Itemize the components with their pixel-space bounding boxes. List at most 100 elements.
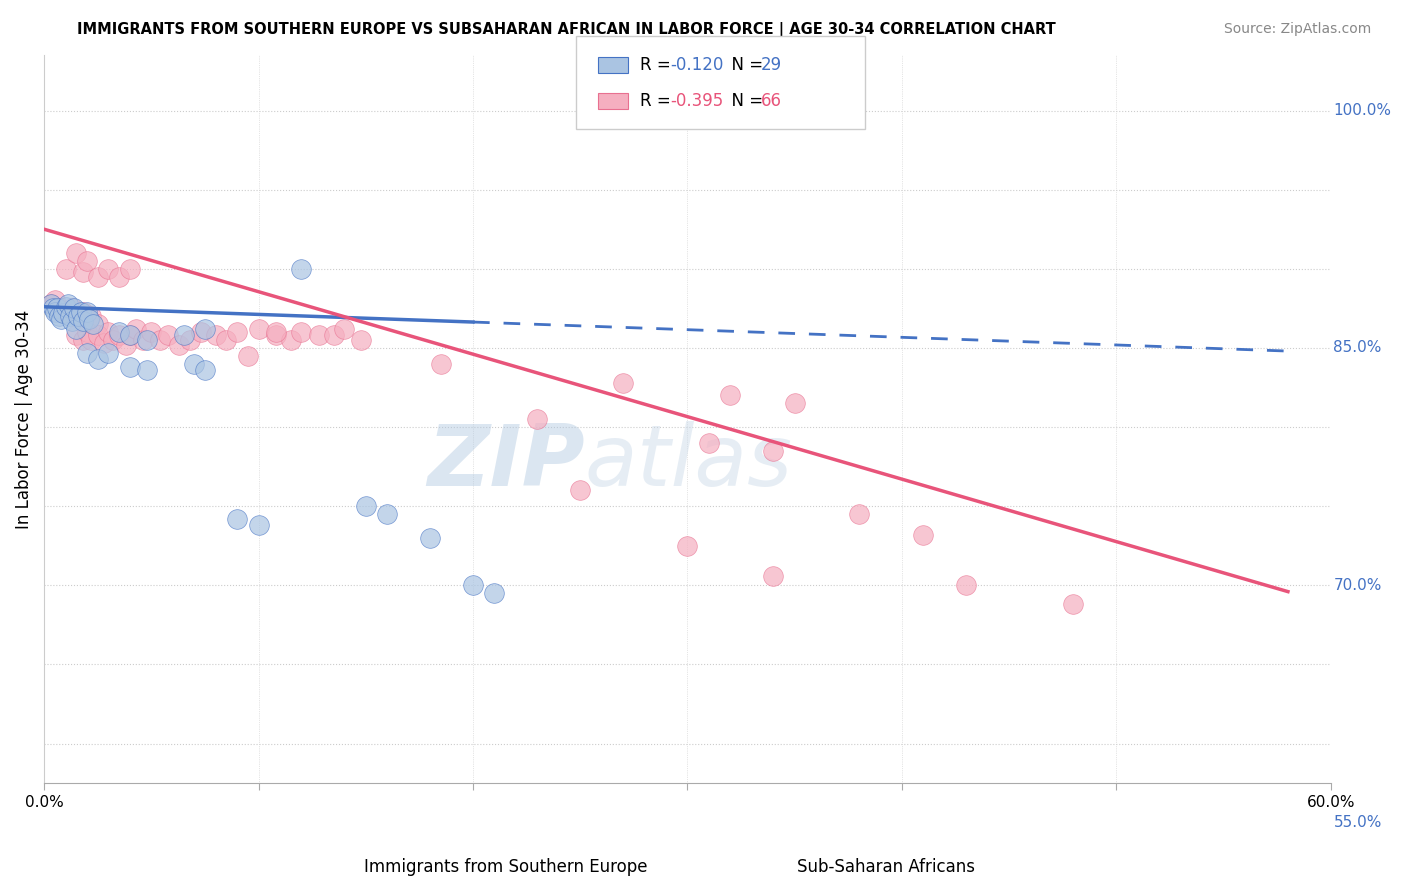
Text: -0.395: -0.395 — [671, 92, 724, 110]
Point — [430, 357, 453, 371]
Point — [125, 322, 148, 336]
Point — [354, 499, 377, 513]
Point — [118, 359, 141, 374]
Point — [136, 363, 159, 377]
Point — [848, 507, 870, 521]
Point — [93, 336, 115, 351]
Text: 29: 29 — [761, 56, 782, 74]
Point — [108, 325, 131, 339]
Point — [39, 296, 62, 310]
Point — [204, 328, 226, 343]
Point — [76, 325, 98, 339]
Point — [215, 333, 238, 347]
Point — [76, 253, 98, 268]
Point — [912, 527, 935, 541]
Point — [55, 300, 77, 314]
Point — [569, 483, 592, 498]
Point — [55, 306, 77, 320]
Point — [72, 304, 94, 318]
Point — [118, 328, 141, 343]
Point — [41, 301, 63, 316]
Point — [194, 322, 217, 336]
Point — [226, 512, 249, 526]
Point — [55, 261, 77, 276]
Point — [264, 325, 287, 339]
Text: R =: R = — [640, 92, 676, 110]
Point — [322, 328, 344, 343]
Point — [76, 345, 98, 359]
Point — [718, 388, 741, 402]
Point — [375, 507, 398, 521]
Point — [52, 306, 75, 320]
Text: -0.120: -0.120 — [671, 56, 724, 74]
Text: IMMIGRANTS FROM SOUTHERN EUROPE VS SUBSAHARAN AFRICAN IN LABOR FORCE | AGE 30-34: IMMIGRANTS FROM SOUTHERN EUROPE VS SUBSA… — [77, 22, 1056, 38]
Point — [194, 363, 217, 377]
Point — [247, 322, 270, 336]
Text: atlas: atlas — [585, 421, 793, 504]
Point — [76, 312, 98, 326]
Point — [236, 349, 259, 363]
Point — [333, 322, 356, 336]
Point — [484, 586, 506, 600]
Point — [80, 333, 103, 347]
Point — [65, 328, 87, 343]
Point — [136, 333, 159, 347]
Point — [1191, 863, 1213, 878]
Point — [612, 376, 634, 390]
Point — [59, 310, 82, 324]
Point — [39, 296, 62, 310]
Point — [72, 333, 94, 347]
Point — [60, 314, 83, 328]
Point — [44, 304, 66, 318]
Point — [48, 301, 70, 316]
Point — [419, 531, 441, 545]
Point — [149, 333, 172, 347]
Point — [955, 578, 977, 592]
Point — [114, 337, 136, 351]
Text: Immigrants from Southern Europe: Immigrants from Southern Europe — [364, 858, 648, 876]
Point — [290, 325, 312, 339]
Point — [82, 317, 104, 331]
Point — [51, 312, 73, 326]
Point — [762, 443, 785, 458]
Point — [87, 328, 110, 343]
Point — [76, 304, 98, 318]
Text: Sub-Saharan Africans: Sub-Saharan Africans — [797, 858, 974, 876]
Point — [173, 328, 195, 343]
Point — [190, 325, 212, 339]
Point — [461, 578, 484, 592]
Point — [60, 301, 83, 316]
Point — [280, 333, 302, 347]
Point — [87, 269, 110, 284]
Point — [69, 304, 91, 318]
Point — [72, 265, 94, 279]
Point — [97, 261, 120, 276]
Text: R =: R = — [640, 56, 676, 74]
Point — [46, 301, 69, 316]
Text: Source: ZipAtlas.com: Source: ZipAtlas.com — [1223, 22, 1371, 37]
Point — [1149, 863, 1171, 878]
Point — [118, 261, 141, 276]
Text: 85.0%: 85.0% — [1333, 341, 1382, 355]
Point — [264, 328, 287, 343]
Text: 55.0%: 55.0% — [1333, 815, 1382, 830]
Point — [56, 296, 79, 310]
Point — [44, 293, 66, 308]
Text: N =: N = — [721, 92, 769, 110]
Point — [247, 518, 270, 533]
Point — [101, 333, 124, 347]
Text: N =: N = — [721, 56, 769, 74]
Point — [526, 412, 548, 426]
Text: 70.0%: 70.0% — [1333, 578, 1382, 593]
Point — [179, 333, 201, 347]
Text: ZIP: ZIP — [427, 421, 585, 504]
Point — [118, 328, 141, 343]
Point — [80, 310, 103, 324]
Point — [65, 322, 87, 336]
Point — [676, 539, 699, 553]
Point — [67, 310, 90, 324]
Point — [308, 328, 330, 343]
Point — [48, 310, 70, 324]
Point — [108, 269, 131, 284]
Point — [350, 333, 373, 347]
